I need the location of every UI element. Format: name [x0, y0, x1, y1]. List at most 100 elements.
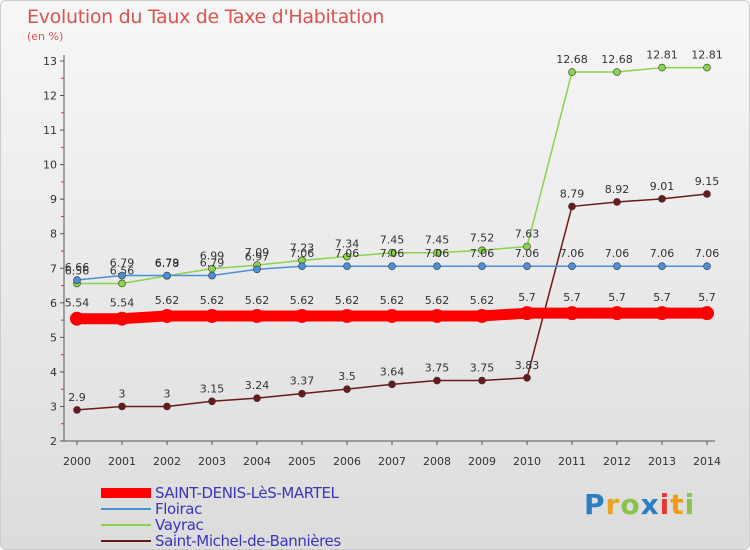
- data-label: 3.75: [425, 362, 450, 375]
- data-label: 7.06: [380, 247, 405, 260]
- data-point: [118, 402, 126, 411]
- data-label: 3.5: [338, 370, 356, 383]
- data-label: 5.7: [608, 291, 626, 304]
- data-point: [73, 276, 81, 284]
- data-label: 12.68: [601, 53, 633, 66]
- legend-label: Vayrac: [155, 516, 204, 534]
- data-label: 5.62: [380, 294, 405, 307]
- data-label: 5.62: [155, 294, 180, 307]
- data-point: [658, 63, 666, 72]
- y-tick-label: 8: [50, 228, 57, 241]
- data-point: [430, 308, 444, 323]
- y-tick-label: 2: [50, 435, 57, 448]
- data-point: [478, 262, 486, 271]
- data-label: 6.66: [65, 261, 90, 274]
- legend-label: Saint-Michel-de-Bannières: [155, 532, 341, 550]
- y-tick-label: 9: [50, 193, 57, 206]
- legend-label: Floirac: [155, 500, 202, 518]
- data-label: 5.62: [290, 294, 315, 307]
- y-tick-label: 11: [43, 124, 57, 137]
- data-point: [205, 308, 219, 323]
- x-tick-label: 2009: [468, 455, 496, 468]
- data-label: 12.81: [691, 49, 723, 62]
- data-point: [208, 271, 216, 280]
- data-label: 5.7: [698, 291, 716, 304]
- x-tick-label: 2012: [603, 455, 631, 468]
- data-point: [343, 252, 351, 261]
- data-label: 7.06: [335, 247, 360, 260]
- x-tick-label: 2013: [648, 455, 676, 468]
- data-point: [568, 202, 576, 211]
- data-point: [388, 248, 396, 257]
- data-point: [433, 248, 441, 257]
- data-label: 9.01: [650, 180, 675, 193]
- data-label: 3.75: [470, 362, 495, 375]
- data-point: [118, 279, 126, 288]
- proxiti-logo: Proxiti: [584, 488, 696, 521]
- legend-swatch: [101, 508, 151, 510]
- data-point: [343, 385, 351, 393]
- data-point: [700, 306, 714, 321]
- data-point: [523, 242, 531, 251]
- data-point: [70, 311, 84, 326]
- data-label: 5.7: [563, 291, 581, 304]
- data-label: 5.54: [65, 297, 90, 310]
- data-point: [613, 68, 621, 76]
- data-label: 6.56: [65, 264, 90, 277]
- data-point: [478, 376, 486, 385]
- data-point: [523, 373, 531, 382]
- chart-units: (en %): [27, 30, 64, 43]
- y-tick-label: 10: [43, 159, 57, 172]
- data-label: 7.06: [695, 247, 720, 260]
- data-label: 3.64: [380, 365, 405, 378]
- data-point: [298, 262, 306, 271]
- data-label: 2.9: [68, 391, 86, 404]
- data-point: [703, 190, 711, 198]
- data-label: 5.62: [335, 294, 360, 307]
- data-label: 5.7: [653, 291, 671, 304]
- data-label: 12.68: [556, 53, 588, 66]
- y-tick-label: 13: [43, 55, 57, 68]
- data-label: 3: [119, 387, 126, 400]
- data-point: [163, 271, 171, 280]
- data-label: 7.06: [650, 247, 675, 260]
- x-tick-label: 2001: [108, 455, 136, 468]
- data-point: [115, 311, 129, 326]
- data-label: 5.62: [425, 294, 450, 307]
- data-label: 7.06: [515, 247, 540, 260]
- y-tick-label: 7: [50, 262, 57, 275]
- x-tick-label: 2000: [63, 455, 91, 468]
- data-label: 3.24: [245, 379, 270, 392]
- data-label: 6.56: [110, 264, 135, 277]
- data-point: [655, 306, 669, 321]
- data-label: 7.63: [515, 228, 540, 241]
- x-tick-label: 2011: [558, 455, 586, 468]
- data-label: 8.79: [560, 187, 585, 200]
- data-point: [208, 397, 216, 406]
- data-point: [385, 308, 399, 323]
- y-tick-label: 4: [50, 366, 57, 379]
- data-label: 6.99: [200, 250, 225, 263]
- data-label: 5.62: [200, 294, 225, 307]
- data-label: 6.79: [110, 257, 135, 270]
- line-chart: 2 3 4 5 6 7 8 9 10 11 12 13 2000 2001 2002 2003 2004 2005…: [43, 49, 723, 468]
- data-point: [568, 262, 576, 271]
- y-tick-label: 5: [50, 331, 57, 344]
- legend-swatch: [101, 540, 151, 542]
- x-tick-label: 2002: [153, 455, 181, 468]
- data-point: [253, 265, 261, 274]
- data-label: 3.15: [200, 382, 225, 395]
- data-point: [388, 262, 396, 271]
- data-point: [520, 306, 534, 321]
- data-point: [613, 262, 621, 271]
- x-tick-label: 2005: [288, 455, 316, 468]
- x-tick-label: 2007: [378, 455, 406, 468]
- data-label: 7.45: [425, 234, 450, 247]
- data-point: [340, 308, 354, 323]
- data-point: [568, 68, 576, 76]
- data-label: 7.45: [380, 234, 405, 247]
- data-label: 12.81: [646, 49, 678, 62]
- data-label: 5.62: [470, 294, 495, 307]
- data-point: [250, 308, 264, 323]
